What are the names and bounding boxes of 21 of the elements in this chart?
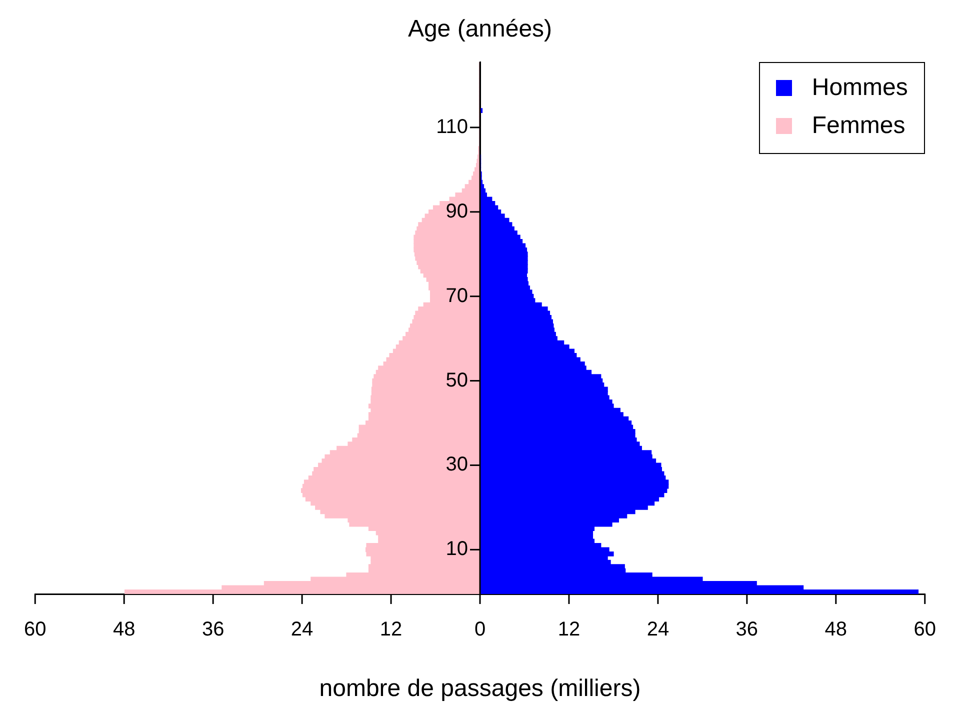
x-tick-label: 0 bbox=[474, 618, 486, 641]
y-tick-label: 70 bbox=[446, 284, 468, 307]
y-tick-label: 50 bbox=[446, 369, 468, 392]
x-tick-label: 12 bbox=[558, 618, 580, 641]
x-tick-label: 60 bbox=[914, 618, 936, 641]
x-tick-label: 48 bbox=[112, 618, 136, 641]
x-tick-label: 36 bbox=[202, 618, 224, 641]
y-tick-label: 30 bbox=[446, 454, 468, 476]
x-tick-label: 36 bbox=[736, 618, 758, 641]
x-axis-title: nombre de passages (milliers) bbox=[319, 675, 641, 702]
x-tick-label: 24 bbox=[290, 618, 314, 641]
y-tick-label: 90 bbox=[446, 200, 468, 222]
y-tick-label: 10 bbox=[446, 538, 468, 560]
y-tick-label: 110 bbox=[436, 116, 468, 138]
legend-label: Femmes bbox=[812, 111, 906, 141]
y-axis-title: Age (années) bbox=[408, 16, 552, 43]
x-tick-label: 12 bbox=[380, 618, 402, 641]
x-tick-label: 48 bbox=[824, 618, 848, 641]
legend-label: Hommes bbox=[812, 73, 908, 103]
x-tick-label: 24 bbox=[646, 618, 670, 641]
x-tick-label: 60 bbox=[24, 618, 46, 641]
